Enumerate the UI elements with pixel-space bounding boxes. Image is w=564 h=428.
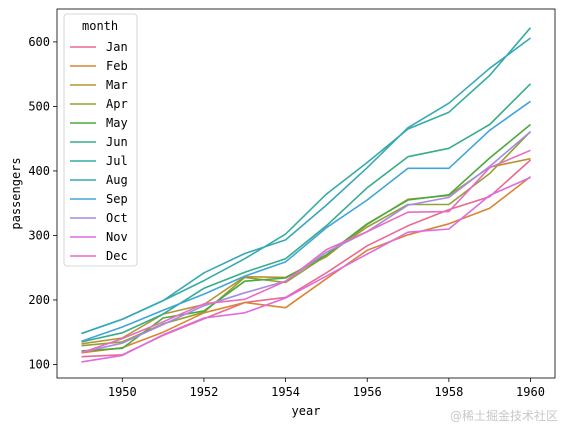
x-tick-label: 1952 <box>189 385 218 399</box>
series-line-apr <box>81 131 532 347</box>
legend-label-sep: Sep <box>106 192 128 206</box>
x-tick-label: 1958 <box>434 385 463 399</box>
watermark: @稀土掘金技术社区 <box>449 409 558 423</box>
legend-label-jan: Jan <box>106 40 128 54</box>
y-tick-label: 200 <box>28 293 50 307</box>
legend-label-apr: Apr <box>106 97 128 111</box>
series-line-nov <box>81 176 531 363</box>
legend-label-nov: Nov <box>106 230 128 244</box>
legend-label-jun: Jun <box>106 135 128 149</box>
y-tick-label: 500 <box>28 99 50 113</box>
series-line-sep <box>81 100 531 342</box>
series-lines <box>81 27 532 363</box>
series-line-feb <box>81 176 531 354</box>
legend-items: Jan Feb Mar Apr May Jun Jul Aug Sep Oct Nov Dec <box>70 40 128 263</box>
x-tick-label: 1950 <box>108 385 137 399</box>
series-line-oct <box>81 130 532 353</box>
legend-title: month <box>82 19 118 33</box>
y-tick-label: 300 <box>28 228 50 242</box>
legend-label-jul: Jul <box>106 154 128 168</box>
legend-label-dec: Dec <box>106 249 128 263</box>
x-axis: 1950 1952 1954 1956 1958 1960 <box>108 378 545 399</box>
x-axis-label: year <box>292 404 321 418</box>
x-tick-label: 1954 <box>271 385 300 399</box>
y-axis: 100 200 300 400 500 600 <box>28 35 57 371</box>
legend-label-aug: Aug <box>106 173 128 187</box>
x-tick-label: 1960 <box>516 385 545 399</box>
legend: month Jan Feb Mar Apr May Jun Jul Aug Sep Oct Nov D… <box>63 13 138 267</box>
x-tick-label: 1956 <box>353 385 382 399</box>
series-line-dec <box>81 149 531 354</box>
series-line-jun <box>81 83 532 343</box>
legend-frame <box>63 13 138 267</box>
legend-label-oct: Oct <box>106 211 128 225</box>
legend-label-feb: Feb <box>106 59 128 73</box>
series-line-aug <box>81 37 531 335</box>
legend-label-mar: Mar <box>106 78 128 92</box>
legend-label-may: May <box>106 116 128 130</box>
y-tick-label: 400 <box>28 164 50 178</box>
y-tick-label: 600 <box>28 35 50 49</box>
y-axis-label: passengers <box>9 157 23 229</box>
y-tick-label: 100 <box>28 357 50 371</box>
plot-frame <box>56 8 556 379</box>
